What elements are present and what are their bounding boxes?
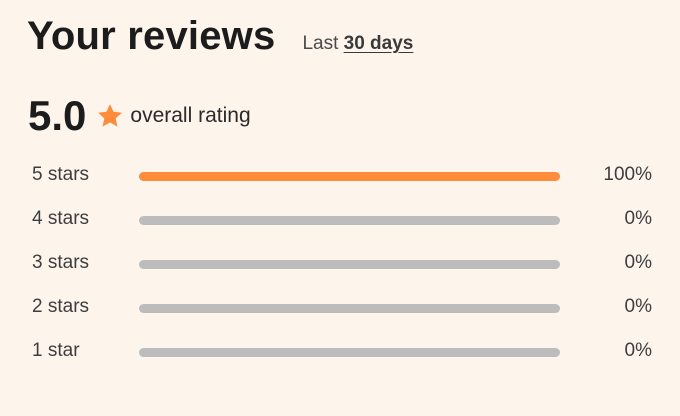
rating-row-5: 5 stars 100% (32, 160, 652, 204)
rating-row-percent: 0% (624, 208, 652, 229)
rating-row-label: 4 stars (32, 208, 90, 229)
reviews-header: Your reviews Last 30 days (27, 14, 413, 59)
rating-row-3: 3 stars 0% (32, 248, 652, 292)
period-prefix: Last (302, 33, 339, 54)
rating-row-1: 1 star 0% (32, 336, 652, 380)
overall-rating: 5.0 overall rating (28, 92, 251, 140)
page-title: Your reviews (27, 14, 276, 58)
star-icon-svg (98, 104, 123, 127)
period-selector: Last 30 days (302, 33, 413, 55)
star-icon (96, 102, 124, 130)
overall-rating-label: overall rating (130, 104, 251, 127)
rating-row-2: 2 stars 0% (32, 292, 652, 336)
rating-bar-track (139, 304, 560, 313)
rating-row-4: 4 stars 0% (32, 204, 652, 248)
rating-row-percent: 0% (624, 252, 652, 273)
rating-row-percent: 100% (603, 164, 652, 185)
rating-row-label: 5 stars (32, 164, 90, 185)
rating-row-percent: 0% (624, 296, 652, 317)
rating-row-label: 3 stars (32, 252, 90, 273)
rating-bar-track (139, 260, 560, 269)
rating-bar-track (139, 348, 560, 357)
rating-row-label: 1 star (32, 340, 80, 361)
rating-bar-fill (139, 172, 560, 181)
overall-score: 5.0 (28, 92, 87, 139)
rating-bar-track (139, 216, 560, 225)
rating-bar-track (139, 172, 560, 181)
period-link[interactable]: 30 days (343, 33, 414, 54)
rating-row-label: 2 stars (32, 296, 90, 317)
rating-row-percent: 0% (624, 340, 652, 361)
rating-breakdown: 5 stars 100% 4 stars 0% 3 stars 0% 2 sta… (32, 160, 652, 380)
